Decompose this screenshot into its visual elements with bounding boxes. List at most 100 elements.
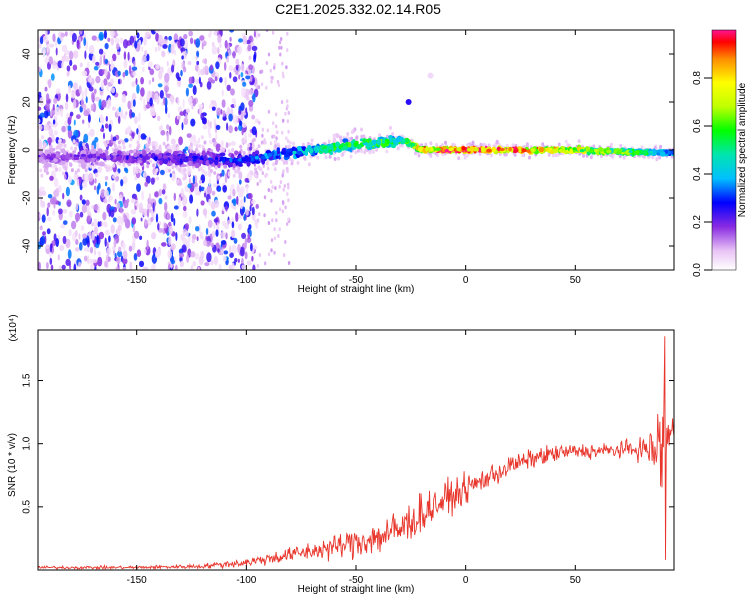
spectrogram-ridge-cell <box>217 162 221 169</box>
spectrogram-noise-cell <box>45 93 50 102</box>
spectrogram-noise-cell <box>287 185 290 190</box>
spectrogram-band-cell <box>70 146 73 151</box>
spectrogram-band-cell <box>337 156 340 161</box>
spectrogram-noise-cell <box>143 36 147 46</box>
spectrogram-noise-cell <box>39 36 44 45</box>
spectrogram-noise-cell <box>138 130 141 141</box>
spectrogram-noise-cell <box>263 195 267 200</box>
spectrogram-noise-cell <box>110 134 113 144</box>
spectrogram-noise-cell <box>94 136 99 143</box>
spectrogram-noise-cell <box>248 224 252 230</box>
spectrogram-noise-cell <box>221 99 226 108</box>
spectrogram-band-cell <box>242 151 246 155</box>
spectrogram-noise-cell <box>117 115 121 124</box>
spectrogram-noise-cell <box>232 198 237 207</box>
spectrogram-band-cell <box>136 140 140 145</box>
spectrogram-noise-cell <box>110 224 115 234</box>
spectrogram-band-cell <box>541 142 545 147</box>
spectrogram-noise-cell <box>144 181 149 187</box>
spectrogram-ridge-cell <box>159 160 163 166</box>
spectrogram-noise-cell <box>152 111 157 116</box>
spectrogram-noise-cell <box>237 243 241 253</box>
spectrogram-band-cell <box>222 147 226 152</box>
spectrogram-noise-cell <box>96 234 99 245</box>
spectrogram-noise-cell <box>80 225 85 232</box>
spectrogram-ridge-cell <box>659 151 666 157</box>
spectrogram-noise-cell <box>64 31 68 37</box>
spectrogram-ridge-cell <box>63 150 67 156</box>
spectrogram-noise-cell <box>42 35 49 43</box>
spectrogram-noise-cell <box>39 212 42 219</box>
colorbar-gradient <box>712 30 736 270</box>
spectrogram-noise-cell <box>58 265 62 270</box>
spectrogram-noise-cell <box>108 165 113 172</box>
spectrogram-noise-cell <box>269 68 272 73</box>
spectrogram-band-cell <box>259 167 263 172</box>
spectrogram-noise-cell <box>208 198 212 206</box>
spectrogram-noise-cell <box>168 236 172 246</box>
spectrogram-noise-cell <box>245 185 249 194</box>
spectrogram-band-cell <box>417 153 421 158</box>
spectrogram-noise-cell <box>220 140 224 147</box>
spectrogram-noise-cell <box>260 69 264 74</box>
spectrogram-noise-cell <box>260 82 264 87</box>
spectrogram-noise-cell <box>287 110 290 115</box>
x-tick-label: -100 <box>236 575 256 586</box>
spectrogram-noise-cell <box>281 130 284 135</box>
spectrogram-noise-cell <box>244 251 248 260</box>
spectrogram-noise-cell <box>180 233 185 241</box>
spectrogram-ridge-cell <box>628 150 633 154</box>
spectrogram-noise-cell <box>63 220 68 226</box>
spectrogram-noise-cell <box>262 164 265 168</box>
spectrogram-noise-cell <box>194 78 200 84</box>
x-tick-label: 0 <box>463 275 469 286</box>
spectrogram-noise-cell <box>112 136 117 142</box>
spectrogram-ridge-cell <box>223 164 228 169</box>
spectrogram-noise-cell <box>226 122 229 131</box>
spectrogram-noise-cell <box>245 95 250 101</box>
spectrogram-noise-cell <box>155 32 160 42</box>
spectrogram-ridge-cell <box>144 147 151 152</box>
spectrogram-noise-cell <box>131 209 135 215</box>
spectrogram-ridge-cell <box>598 146 603 153</box>
spectrogram-noise-cell <box>92 165 95 171</box>
spectrogram-ridge-cell <box>442 146 447 150</box>
spectrogram-noise-cell <box>235 212 239 223</box>
spectrogram-noise-cell <box>188 76 193 85</box>
spectrogram-noise-cell <box>104 237 107 247</box>
spectrogram-noise-cell <box>213 255 218 266</box>
spectrogram-noise-cell <box>68 50 74 60</box>
spectrogram-noise-cell <box>157 115 161 122</box>
spectrogram-noise-cell <box>209 30 212 36</box>
spectrogram-noise-cell <box>252 93 256 103</box>
spectrogram-noise-cell <box>110 64 114 71</box>
spectrogram-noise-cell <box>180 188 185 198</box>
spectrogram-noise-cell <box>47 216 52 222</box>
spectrogram-noise-cell <box>152 77 155 82</box>
spectrogram-band-cell <box>70 168 74 173</box>
spectrogram-noise-cell <box>242 139 248 144</box>
spectrogram-noise-cell <box>207 120 210 127</box>
spectrogram-noise-cell <box>49 243 53 253</box>
spectrogram-band-cell <box>58 138 62 143</box>
spectrogram-noise-cell <box>184 146 189 151</box>
spectrogram-band-cell <box>332 133 336 138</box>
spectrogram-noise-cell <box>190 118 196 127</box>
spectrogram-noise-cell <box>71 91 76 99</box>
spectrogram-ridge-cell <box>101 152 106 159</box>
spectrogram-noise-cell <box>170 212 174 223</box>
spectrogram-noise-cell <box>190 251 196 258</box>
spectrogram-ridge-cell <box>345 141 349 147</box>
spectrogram-ridge-cell <box>38 151 42 155</box>
snr-marks <box>38 336 674 570</box>
spectrogram-noise-cell <box>74 212 81 222</box>
spectrogram-noise-cell <box>287 217 290 222</box>
spectrogram-noise-cell <box>76 114 81 120</box>
spectrogram-noise-cell <box>267 109 271 114</box>
spectrogram-band-cell <box>609 153 613 158</box>
spectrogram-noise-cell <box>141 190 145 201</box>
spectrogram-noise-cell <box>90 263 94 270</box>
spectrogram-noise-cell <box>253 53 257 63</box>
spectrogram-band-cell <box>234 169 238 174</box>
spectrogram-noise-cell <box>97 256 103 267</box>
